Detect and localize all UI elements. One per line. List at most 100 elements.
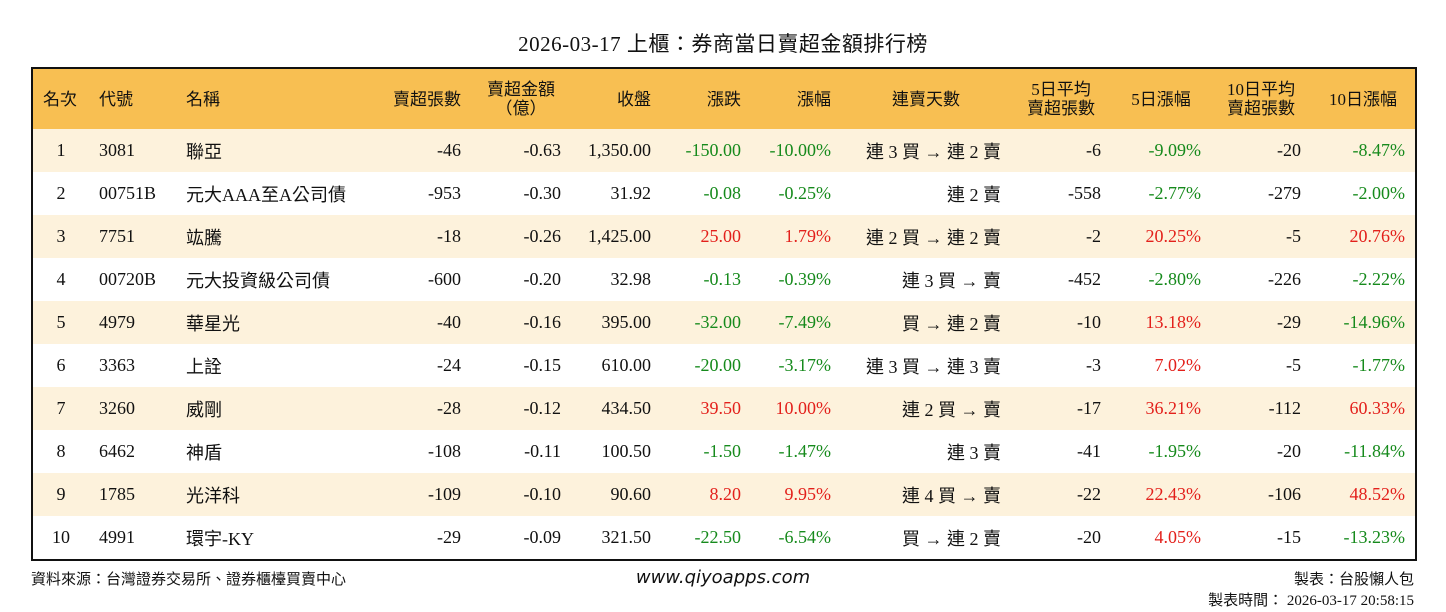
table-cell: 1: [32, 129, 89, 172]
table-cell: -0.15: [523, 355, 562, 375]
table-cell: -108: [428, 441, 461, 461]
table-cell: -24: [437, 355, 461, 375]
table-cell: -6: [1011, 129, 1111, 172]
table-cell: -6.54%: [778, 527, 832, 547]
column-header: 連賣天數: [841, 68, 1011, 129]
table-row: 1 3081 聯亞 -46 -0.63 1,350.00 -150.00 -10.00% 連 3…: [32, 129, 1416, 172]
table-cell: -20.00: [694, 355, 742, 375]
table-cell: 13.18%: [1111, 301, 1211, 344]
column-header: 名次: [32, 68, 89, 129]
table-cell: -10: [1011, 301, 1111, 344]
table-cell: -0.20: [523, 269, 562, 289]
table-cell: 90.60: [571, 473, 661, 516]
table-cell: -2: [1011, 215, 1111, 258]
table-cell: 連 4 買 → 賣: [841, 473, 1011, 516]
table-cell: 光洋科: [176, 473, 371, 516]
table-cell: 395.00: [571, 301, 661, 344]
table-cell: 36.21%: [1111, 387, 1211, 430]
table-cell: -0.63: [471, 129, 571, 172]
table-cell: -22: [1011, 473, 1111, 516]
table-cell: -41: [1077, 441, 1101, 461]
source: 資料來源：台灣證券交易所、證券櫃檯買賣中心: [31, 572, 347, 588]
column-header: 10日平均 賣超張數: [1211, 68, 1311, 129]
table-row: 6 3363 上詮 -24 -0.15 610.00 -20.00 -3.17% 連 3 買 →…: [32, 344, 1416, 387]
table-cell: 1.79%: [751, 215, 841, 258]
table-cell: 6462: [99, 441, 135, 461]
table-cell: 6: [56, 355, 66, 375]
table-cell: -1.95%: [1148, 441, 1202, 461]
table-cell: -0.26: [471, 215, 571, 258]
table-cell: -0.16: [471, 301, 571, 344]
table-cell: -40: [371, 301, 471, 344]
table-cell: 連 3 買 → 賣: [902, 270, 1001, 291]
table-cell: -18: [371, 215, 471, 258]
table-row: 10 4991 環宇-KY -29 -0.09 321.50 -22.50 -6.54% 買 →…: [32, 516, 1416, 560]
table-cell: -14.96%: [1311, 301, 1416, 344]
table-cell: 聯亞: [176, 129, 371, 172]
table-cell: -558: [1068, 183, 1101, 203]
table-cell: -22.50: [694, 527, 742, 547]
table-cell: 連 2 賣: [947, 184, 1001, 205]
table-cell: -5: [1286, 355, 1301, 375]
table-cell: -11.84%: [1344, 441, 1405, 461]
table-cell: 20.25%: [1111, 215, 1211, 258]
table-cell: 434.50: [571, 387, 661, 430]
table-cell: 00720B: [99, 269, 157, 289]
table-row: 2 00751B 元大AAA至A公司債 -953 -0.30 31.92 -0.08 -0.2…: [32, 172, 1416, 215]
table-cell: 連 3 買 → 連 3 賣: [866, 356, 1001, 377]
table-cell: 10.00%: [751, 387, 841, 430]
table-cell: 神盾: [186, 442, 222, 463]
table-cell: 610.00: [601, 355, 652, 375]
table-cell: -2.22%: [1352, 269, 1406, 289]
table-cell: 4: [56, 269, 66, 289]
table-cell: 9.95%: [751, 473, 841, 516]
table-cell: 25.00: [661, 215, 751, 258]
column-header: 5日漲幅: [1111, 68, 1211, 129]
table-cell: 1,350.00: [571, 129, 661, 172]
table-cell: 20.76%: [1311, 215, 1416, 258]
table-cell: 31.92: [610, 183, 652, 203]
table-cell: -5: [1211, 215, 1311, 258]
table-cell: 7.02%: [1154, 355, 1202, 375]
table-cell: -0.10: [471, 473, 571, 516]
table-cell: 4979: [89, 301, 176, 344]
table-cell: 5: [32, 301, 89, 344]
table-row: 5 4979 華星光 -40 -0.16 395.00 -32.00 -7.49% 買 → 連 …: [32, 301, 1416, 344]
table-cell: -2.00%: [1352, 183, 1406, 203]
table-cell: 買 → 連 2 賣: [841, 301, 1011, 344]
table-cell: -0.08: [703, 183, 742, 203]
table-cell: -0.12: [471, 387, 571, 430]
table-cell: -3: [1086, 355, 1101, 375]
table-cell: -9.09%: [1111, 129, 1211, 172]
table-cell: 3081: [89, 129, 176, 172]
table-cell: -2.77%: [1148, 183, 1202, 203]
column-header: 10日漲幅: [1311, 68, 1416, 129]
table-cell: -17: [1011, 387, 1111, 430]
table-cell: -28: [371, 387, 471, 430]
table-cell: -112: [1211, 387, 1311, 430]
table-cell: 連 2 買 → 賣: [841, 387, 1011, 430]
table-cell: -953: [428, 183, 461, 203]
table-cell: -226: [1268, 269, 1301, 289]
table-cell: 60.33%: [1311, 387, 1416, 430]
table-cell: 3260: [89, 387, 176, 430]
column-header: 名稱: [176, 68, 371, 129]
table-cell: -1.47%: [778, 441, 832, 461]
table-cell: -600: [428, 269, 461, 289]
table-cell: 39.50: [661, 387, 751, 430]
table-row: 9 1785 光洋科 -109 -0.10 90.60 8.20 9.95% 連 4 買 → 賣…: [32, 473, 1416, 516]
table-cell: 8.20: [661, 473, 751, 516]
table-cell: -452: [1068, 269, 1101, 289]
column-header: 賣超金額 （億）: [471, 68, 571, 129]
website: www.qiyoapps.com: [635, 567, 811, 588]
table-cell: 2: [56, 183, 66, 203]
title: 2026-03-17 上櫃：券商當日賣超金額排行榜: [518, 32, 928, 56]
table-cell: 4.05%: [1154, 527, 1202, 547]
table-cell: 1785: [89, 473, 176, 516]
maker: 製表：台股懶人包: [1293, 572, 1414, 588]
table-cell: -106: [1211, 473, 1311, 516]
table-cell: -7.49%: [751, 301, 841, 344]
column-header: 代號: [89, 68, 176, 129]
table-cell: 7751: [89, 215, 176, 258]
